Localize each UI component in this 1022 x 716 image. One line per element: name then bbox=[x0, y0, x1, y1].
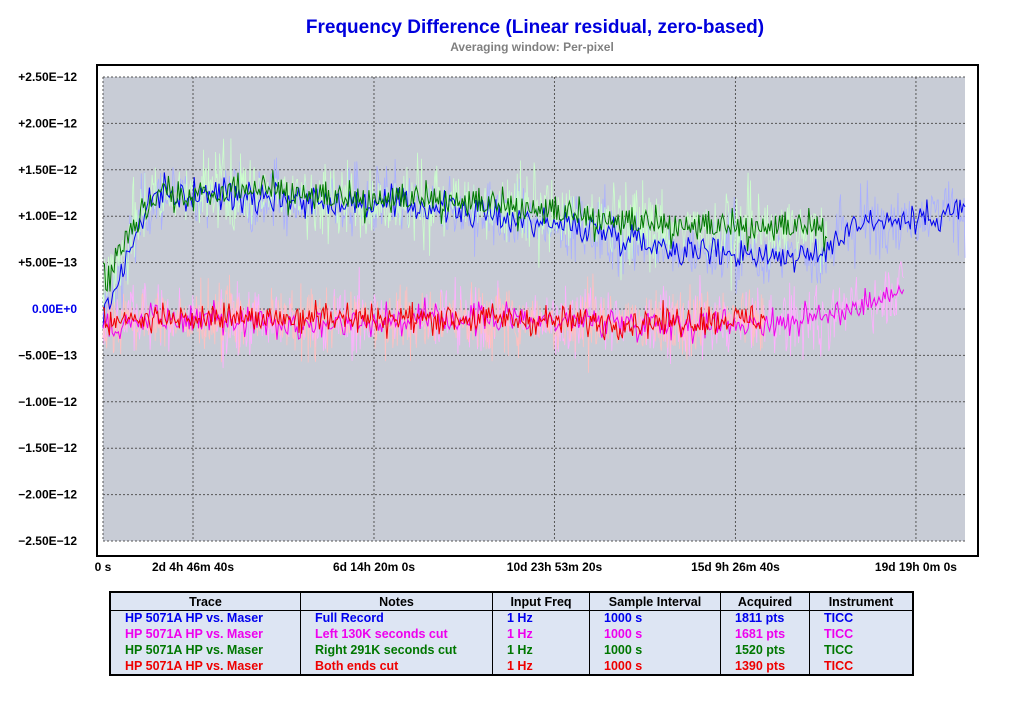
legend-notes-cell: Right 291K seconds cut bbox=[300, 642, 493, 659]
legend-sample-interval-cell: 1000 s bbox=[589, 658, 721, 674]
legend-row: HP 5071A HP vs. Maser Both ends cut 1 Hz 10… bbox=[111, 658, 912, 674]
plot-frame bbox=[96, 64, 979, 557]
series-line-3 bbox=[102, 299, 766, 341]
legend-instrument-cell: TICC bbox=[809, 642, 912, 659]
series-halo-3 bbox=[102, 273, 766, 373]
legend-header-notes: Notes bbox=[300, 593, 493, 611]
legend-header-trace: Trace bbox=[111, 593, 301, 611]
legend-notes-cell: Full Record bbox=[300, 610, 493, 627]
legend-acquired-cell: 1520 pts bbox=[720, 642, 810, 659]
x-tick-label: 2d 4h 46m 40s bbox=[152, 560, 234, 574]
legend-input-freq-cell: 1 Hz bbox=[492, 610, 590, 627]
legend-acquired-cell: 1811 pts bbox=[720, 610, 810, 627]
series-line-2 bbox=[102, 170, 828, 292]
legend-notes-cell: Both ends cut bbox=[300, 658, 493, 674]
x-tick-label: 0 s bbox=[95, 560, 112, 574]
series-line-0 bbox=[102, 172, 966, 329]
legend-instrument-cell: TICC bbox=[809, 626, 912, 643]
legend-input-freq-cell: 1 Hz bbox=[492, 626, 590, 643]
legend-trace-cell: HP 5071A HP vs. Maser bbox=[125, 658, 264, 673]
x-tick-label: 6d 14h 20m 0s bbox=[333, 560, 415, 574]
legend-table: Trace Notes Input Freq Sample Interval A… bbox=[111, 593, 912, 674]
legend-sample-interval-cell: 1000 s bbox=[589, 626, 721, 643]
legend-row: HP 5071A HP vs. Maser Full Record 1 Hz 1000… bbox=[111, 610, 912, 627]
legend-table-container: Trace Notes Input Freq Sample Interval A… bbox=[109, 591, 914, 676]
legend-input-freq-cell: 1 Hz bbox=[492, 642, 590, 659]
series-halo-1 bbox=[102, 261, 904, 369]
legend-acquired-cell: 1390 pts bbox=[720, 658, 810, 674]
legend-row: HP 5071A HP vs. Maser Left 130K seconds c… bbox=[111, 626, 912, 643]
x-tick-label: 15d 9h 26m 40s bbox=[691, 560, 780, 574]
y-tick-label: +2.00E−12 bbox=[18, 116, 77, 130]
y-tick-label: 0.00E+0 bbox=[32, 302, 77, 316]
legend-instrument-cell: TICC bbox=[809, 658, 912, 674]
legend-trace-cell: HP 5071A HP vs. Maser bbox=[125, 627, 264, 642]
legend-header-instrument: Instrument bbox=[809, 593, 912, 611]
x-tick-label: 19d 19h 0m 0s bbox=[875, 560, 957, 574]
y-tick-label: −2.50E−12 bbox=[18, 534, 77, 548]
y-tick-label: −5.00E−13 bbox=[18, 348, 77, 362]
frequency-difference-chart: +2.50E−12 +2.00E−12 +1.50E−12 +1.00E−12 +5.0… bbox=[18, 64, 979, 574]
legend-trace-cell: HP 5071A HP vs. Maser bbox=[125, 611, 264, 626]
legend-acquired-cell: 1681 pts bbox=[720, 626, 810, 643]
legend-instrument-cell: TICC bbox=[809, 610, 912, 627]
legend-input-freq-cell: 1 Hz bbox=[492, 658, 590, 674]
chart-subtitle: Averaging window: Per-pixel bbox=[450, 40, 614, 54]
y-tick-label: −1.50E−12 bbox=[18, 441, 77, 455]
y-tick-label: −2.00E−12 bbox=[18, 488, 77, 502]
chart-title: Frequency Difference (Linear residual, z… bbox=[305, 17, 765, 38]
y-tick-label: +5.00E−13 bbox=[18, 256, 77, 270]
legend-header-acquired: Acquired bbox=[720, 593, 810, 611]
legend-trace-cell: HP 5071A HP vs. Maser bbox=[125, 642, 264, 657]
plot-area bbox=[103, 77, 965, 541]
legend-header-input-freq: Input Freq bbox=[492, 593, 590, 611]
y-tick-label: +2.50E−12 bbox=[18, 70, 77, 84]
legend-sample-interval-cell: 1000 s bbox=[589, 642, 721, 659]
legend-row: HP 5071A HP vs. Maser Right 291K seconds … bbox=[111, 642, 912, 659]
y-tick-label: −1.00E−12 bbox=[18, 395, 77, 409]
legend-notes-cell: Left 130K seconds cut bbox=[300, 626, 493, 643]
legend-sample-interval-cell: 1000 s bbox=[589, 610, 721, 627]
x-tick-label: 10d 23h 53m 20s bbox=[507, 560, 603, 574]
y-tick-label: +1.00E−12 bbox=[18, 209, 77, 223]
y-tick-label: +1.50E−12 bbox=[18, 163, 77, 177]
legend-header-sample-interval: Sample Interval bbox=[589, 593, 721, 611]
series-line-1 bbox=[102, 284, 905, 344]
series-halo-2 bbox=[102, 138, 828, 306]
legend-header-row: Trace Notes Input Freq Sample Interval A… bbox=[111, 593, 912, 611]
